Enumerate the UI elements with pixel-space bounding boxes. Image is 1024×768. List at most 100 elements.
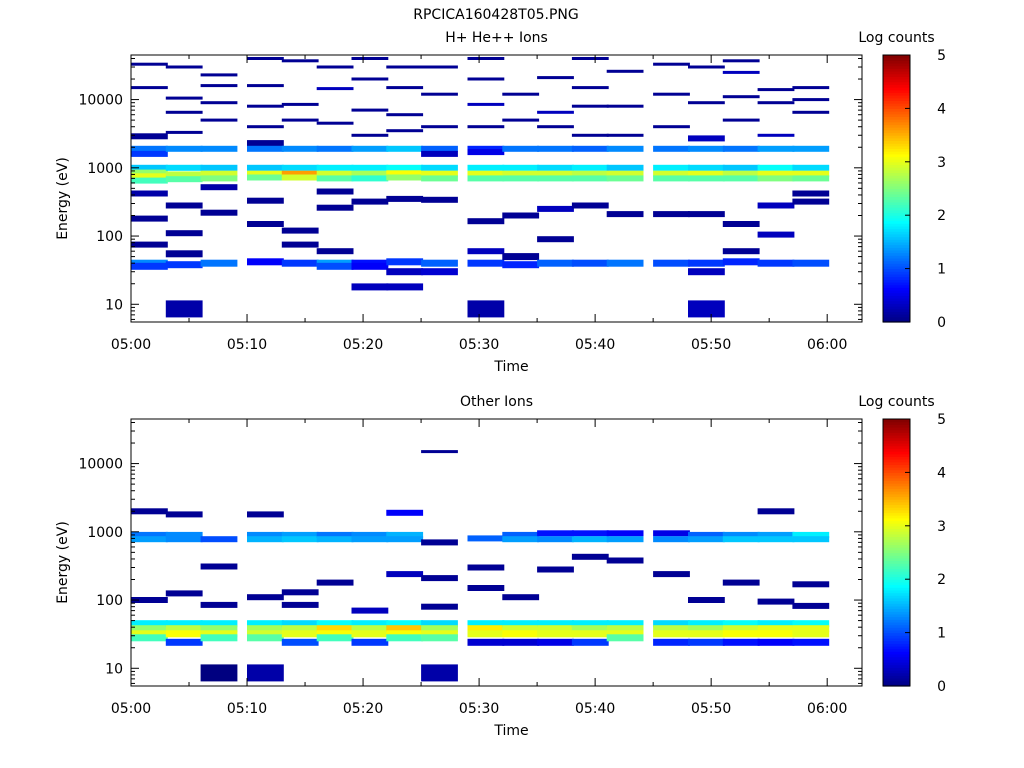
heatmap-cell xyxy=(722,630,760,638)
heatmap-cell xyxy=(606,634,644,642)
colorbar-segment xyxy=(883,643,910,647)
heatmap-cell xyxy=(757,145,795,152)
heatmap-cell xyxy=(537,170,574,177)
colorbar-segment xyxy=(883,667,910,671)
colorbar-segment xyxy=(883,284,910,288)
x-axis-label: Time xyxy=(493,723,528,739)
heatmap-cell xyxy=(606,104,644,108)
colorbar-segment xyxy=(883,81,910,85)
heatmap-cell xyxy=(421,634,458,642)
colorbar-segment xyxy=(883,305,910,310)
heatmap-cell xyxy=(247,630,284,638)
heatmap-cell xyxy=(351,638,389,646)
heatmap-cell xyxy=(722,70,760,74)
heatmap-cell xyxy=(200,118,238,122)
heatmap-cell xyxy=(722,175,760,182)
colorbar-segment xyxy=(883,424,910,428)
heatmap-cell xyxy=(467,585,505,591)
heatmap-cell xyxy=(131,62,168,66)
heatmap-cell xyxy=(792,536,830,543)
heatmap-cell xyxy=(606,175,644,182)
colorbar-segment xyxy=(883,289,910,294)
heatmap-cell xyxy=(606,69,644,73)
heatmap-cell xyxy=(792,638,830,646)
heatmap-cell xyxy=(281,536,319,543)
heatmap-cell xyxy=(386,164,424,171)
heatmap-cell xyxy=(653,211,690,218)
colorbar-segment xyxy=(883,627,910,631)
colorbar-segment xyxy=(883,437,910,441)
colorbar-tick-label: 5 xyxy=(937,48,946,64)
colorbar-segment xyxy=(883,629,910,634)
heatmap-cell xyxy=(792,170,830,177)
figure-title: RPCICA160428T05.PNG xyxy=(413,7,578,23)
heatmap-cell xyxy=(351,170,389,177)
heatmap-cell xyxy=(351,77,389,81)
x-tick-label: 05:30 xyxy=(459,337,499,353)
heatmap-cell xyxy=(467,77,505,81)
colorbar-segment xyxy=(883,156,910,160)
heatmap-cell xyxy=(606,164,644,171)
heatmap-cell xyxy=(606,530,644,537)
heatmap-cell xyxy=(386,634,424,642)
heatmap-cell xyxy=(688,531,725,538)
colorbar-segment xyxy=(883,621,910,626)
colorbar-segment xyxy=(883,148,910,152)
heatmap-cell xyxy=(165,511,203,518)
heatmap-cell xyxy=(722,170,760,177)
colorbar-segment xyxy=(883,151,910,155)
heatmap-cell xyxy=(606,625,644,633)
panel-title: Other Ions xyxy=(460,394,533,410)
heatmap-cell xyxy=(421,170,458,177)
colorbar-segment xyxy=(883,113,910,118)
colorbar-segment xyxy=(883,127,910,131)
heatmap-cell xyxy=(653,62,690,66)
colorbar-segment xyxy=(883,533,910,538)
heatmap-cell xyxy=(792,198,830,205)
colorbar-segment xyxy=(883,581,910,586)
heatmap-cell xyxy=(281,59,319,63)
heatmap-cell xyxy=(165,625,203,633)
colorbar-segment xyxy=(883,153,910,158)
heatmap-cell xyxy=(386,145,424,152)
colorbar-segment xyxy=(883,279,910,283)
heatmap-cell xyxy=(722,620,760,628)
heatmap-cell xyxy=(281,589,319,596)
colorbar-segment xyxy=(883,281,910,286)
heatmap-cell xyxy=(316,248,354,255)
colorbar-segment xyxy=(883,531,910,535)
heatmap-cell xyxy=(386,174,424,181)
colorbar-segment xyxy=(883,215,910,219)
colorbar-segment xyxy=(883,624,910,628)
heatmap-cell xyxy=(792,602,830,609)
heatmap-cell xyxy=(757,164,795,171)
colorbar-segment xyxy=(883,427,910,431)
heatmap-cell xyxy=(421,625,458,633)
heatmap-cell xyxy=(757,638,795,646)
colorbar-segment xyxy=(883,180,910,184)
colorbar-tick-label: 3 xyxy=(937,519,946,535)
colorbar-segment xyxy=(883,193,910,198)
heatmap-cell xyxy=(757,508,795,515)
heatmap-cell xyxy=(351,108,389,112)
heatmap-cell xyxy=(688,164,725,171)
colorbar-segment xyxy=(883,121,910,126)
heatmap-cell xyxy=(131,177,168,184)
heatmap-cell xyxy=(316,531,354,538)
colorbar-segment xyxy=(883,496,910,500)
heatmap-cell xyxy=(571,625,609,633)
heatmap-cell xyxy=(386,65,424,69)
colorbar-segment xyxy=(883,175,910,179)
colorbar-segment xyxy=(883,244,910,248)
heatmap-cell xyxy=(131,173,168,180)
colorbar-segment xyxy=(883,183,910,187)
colorbar-segment xyxy=(883,209,910,214)
heatmap-cell xyxy=(653,620,690,628)
heatmap-cell xyxy=(165,300,203,318)
heatmap-cell xyxy=(467,620,505,628)
heatmap-cell xyxy=(467,125,505,129)
heatmap-cell xyxy=(351,198,389,205)
heatmap-cell xyxy=(351,133,389,137)
colorbar-tick-label: 1 xyxy=(937,626,946,642)
heatmap-cell xyxy=(281,638,319,646)
